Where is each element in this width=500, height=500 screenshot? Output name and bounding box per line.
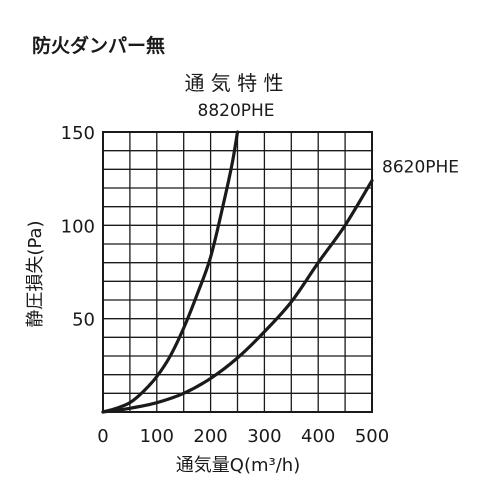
- series-line-2: [101, 178, 374, 414]
- y-tick-label: 50: [72, 310, 95, 331]
- page-heading: 防火ダンパー無: [32, 34, 165, 57]
- plot-frame: [102, 131, 373, 413]
- series-labels: 8820PHE 8620PHE: [198, 101, 460, 178]
- x-tick-label: 300: [247, 426, 281, 447]
- x-tick-label: 100: [140, 426, 174, 447]
- series-label-1: 8820PHE: [198, 101, 275, 121]
- tick-labels: 0 100 200 300 400 500 50 100 150: [61, 123, 390, 447]
- chart-title: 通 気 特 性: [184, 71, 283, 95]
- series-label-2: 8620PHE: [382, 158, 459, 178]
- chart-grid: [103, 132, 372, 412]
- y-tick-label: 150: [61, 123, 95, 144]
- chart-series: [101, 130, 374, 414]
- y-axis-label: 静圧損失(Pa): [25, 220, 46, 327]
- series-line-1: [101, 130, 240, 414]
- x-tick-label: 0: [97, 426, 108, 447]
- y-tick-label: 100: [61, 216, 95, 237]
- x-tick-label: 400: [301, 426, 335, 447]
- x-tick-label: 500: [355, 426, 389, 447]
- x-tick-label: 200: [193, 426, 227, 447]
- x-axis-label: 通気量Q(m³/h): [176, 455, 300, 476]
